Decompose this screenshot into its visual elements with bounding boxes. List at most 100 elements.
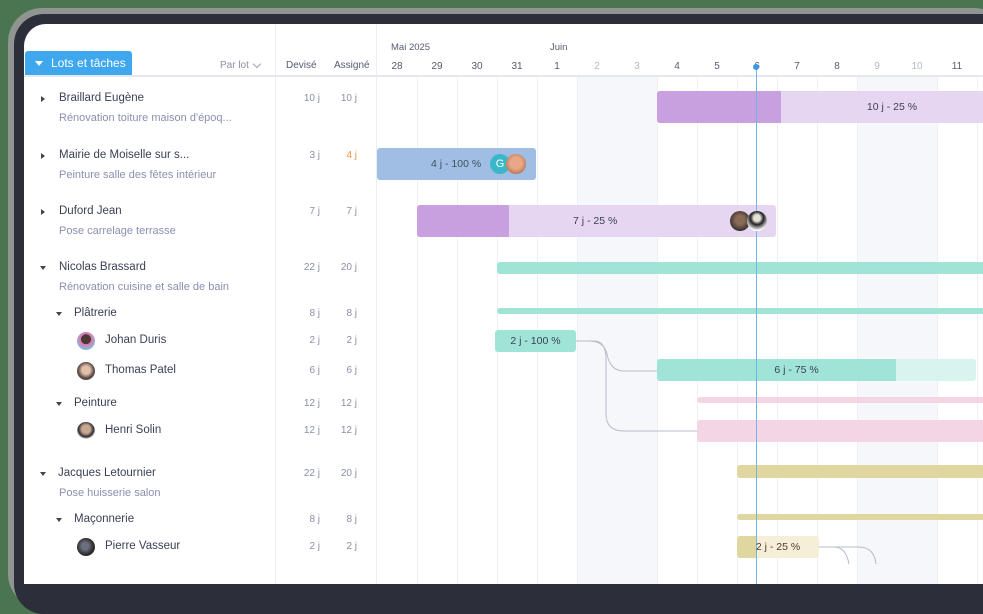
lot-title-platrerie[interactable]: Plâtrerie: [74, 307, 117, 319]
collapse-icon[interactable]: [56, 402, 62, 406]
row-subtitle-mairie: Peinture salle des fêtes intérieur: [59, 169, 217, 181]
collapse-icon[interactable]: [40, 266, 46, 270]
gantt-bar-pierre[interactable]: 2 j - 25 %: [737, 536, 819, 558]
devise-value: 2 j: [309, 541, 320, 552]
devise-value: 10 j: [303, 93, 320, 104]
grid-line: [697, 77, 698, 584]
grid-line: [657, 77, 658, 584]
group-by-label: Par lot: [220, 60, 249, 71]
assigne-value: 10 j: [340, 93, 357, 104]
row-title-mairie[interactable]: Mairie de Moiselle sur s...: [59, 149, 190, 161]
task-title-thomas[interactable]: Thomas Patel: [105, 364, 176, 376]
assigne-value: 2 j: [346, 335, 357, 346]
row-title-duford[interactable]: Duford Jean: [59, 205, 122, 217]
avatar-assignee: [506, 154, 526, 174]
weekend-shade-1: [577, 77, 657, 584]
bar-label: 2 j - 25 %: [755, 541, 801, 553]
assigne-value: 12 j: [340, 425, 357, 436]
col-header-assigne[interactable]: Assigné: [334, 60, 370, 71]
gantt-summary-brassard[interactable]: [497, 262, 983, 274]
bar-label: 2 j - 100 %: [510, 335, 561, 347]
lots-et-taches-button[interactable]: Lots et tâches: [25, 51, 132, 75]
day-2: 2: [594, 61, 600, 72]
month-label-may: Mai 2025: [391, 42, 431, 53]
day-31: 31: [511, 61, 523, 72]
grid-line: [737, 77, 738, 584]
lots-button-label: Lots et tâches: [51, 56, 126, 70]
weekend-shade-2: [857, 77, 937, 584]
row-subtitle-brassard: Rénovation cuisine et salle de bain: [59, 281, 230, 293]
devise-value: 8 j: [309, 514, 320, 525]
task-title-henri[interactable]: Henri Solin: [105, 424, 162, 436]
lot-title-peinture[interactable]: Peinture: [74, 397, 117, 409]
assigne-value: 20 j: [340, 262, 357, 273]
task-title-pierre[interactable]: Pierre Vasseur: [105, 540, 181, 552]
expand-icon[interactable]: [41, 96, 45, 102]
expand-icon[interactable]: [41, 153, 45, 159]
row-title-brassard[interactable]: Nicolas Brassard: [59, 261, 146, 273]
devise-value: 7 j: [309, 206, 320, 217]
devise-value: 6 j: [309, 365, 320, 376]
assigne-value: 8 j: [346, 308, 357, 319]
assigne-value-over: 4 j: [346, 150, 357, 161]
col-header-devise[interactable]: Devisé: [286, 60, 317, 71]
day-1: 1: [554, 61, 560, 72]
collapse-icon[interactable]: [56, 312, 62, 316]
devise-value: 12 j: [303, 398, 320, 409]
day-5: 5: [714, 61, 720, 72]
avatar-pierre-vasseur: [77, 538, 95, 556]
bar-label: 10 j - 25 %: [866, 101, 918, 113]
devise-value: 22 j: [303, 262, 320, 273]
assigne-value: 6 j: [346, 365, 357, 376]
collapse-icon[interactable]: [56, 518, 62, 522]
grid-line: [857, 77, 858, 584]
avatar-assignee: [747, 211, 767, 231]
group-by-dropdown[interactable]: Par lot: [220, 59, 262, 71]
assigne-value: 8 j: [346, 514, 357, 525]
month-label-june: Juin: [550, 42, 568, 53]
avatar-thomas-patel: [77, 362, 95, 380]
day-8: 8: [834, 61, 840, 72]
gantt-summary-letournier[interactable]: [737, 465, 983, 478]
lot-title-maconnerie[interactable]: Maçonnerie: [74, 513, 135, 525]
gantt-bar-thomas[interactable]: 6 j - 75 %: [657, 359, 976, 381]
row-title-letournier[interactable]: Jacques Letournier: [58, 467, 156, 479]
day-29: 29: [431, 61, 443, 72]
avatar-henri-solin: [77, 422, 95, 440]
day-3: 3: [634, 61, 640, 72]
devise-value: 2 j: [309, 335, 320, 346]
row-subtitle-braillard: Rénovation toiture maison d'époq...: [59, 112, 232, 124]
gantt-summary-peinture[interactable]: [697, 397, 983, 403]
gantt-bar-henri[interactable]: [697, 420, 983, 442]
avatar-g: G: [490, 154, 510, 174]
divider-gantt-start: [376, 24, 377, 584]
gantt-summary-platrerie[interactable]: [497, 308, 983, 314]
collapse-icon[interactable]: [40, 472, 46, 476]
grid-line: [817, 77, 818, 584]
gantt-window: Lots et tâches Par lot Devisé Assigné Ma…: [24, 24, 983, 584]
grid-line: [937, 77, 938, 584]
devise-value: 3 j: [309, 150, 320, 161]
divider-name-column: [275, 24, 276, 584]
today-line: [756, 64, 757, 584]
day-4: 4: [674, 61, 680, 72]
gantt-summary-maconnerie[interactable]: [737, 514, 983, 520]
bar-label: 6 j - 75 %: [774, 364, 819, 376]
bar-label: 4 j - 100 %: [431, 158, 482, 170]
row-subtitle-letournier: Pose huisserie salon: [59, 487, 161, 499]
row-title-braillard[interactable]: Braillard Eugène: [59, 92, 145, 104]
day-7: 7: [794, 61, 800, 72]
expand-icon[interactable]: [41, 209, 45, 215]
day-11: 11: [951, 61, 963, 72]
progress-fill: [657, 91, 781, 123]
avatar-assignee: [730, 211, 750, 231]
devise-value: 22 j: [303, 468, 320, 479]
gantt-bar-braillard[interactable]: 10 j - 25 %: [657, 91, 983, 123]
bar-label: 7 j - 25 %: [573, 215, 618, 227]
grid-line: [777, 77, 778, 584]
gantt-bar-duford[interactable]: 7 j - 25 %: [417, 205, 776, 237]
grid-line: [977, 77, 978, 584]
gantt-bar-johan[interactable]: 2 j - 100 %: [495, 330, 576, 352]
task-title-johan[interactable]: Johan Duris: [105, 334, 167, 346]
row-subtitle-duford: Pose carrelage terrasse: [59, 225, 176, 237]
